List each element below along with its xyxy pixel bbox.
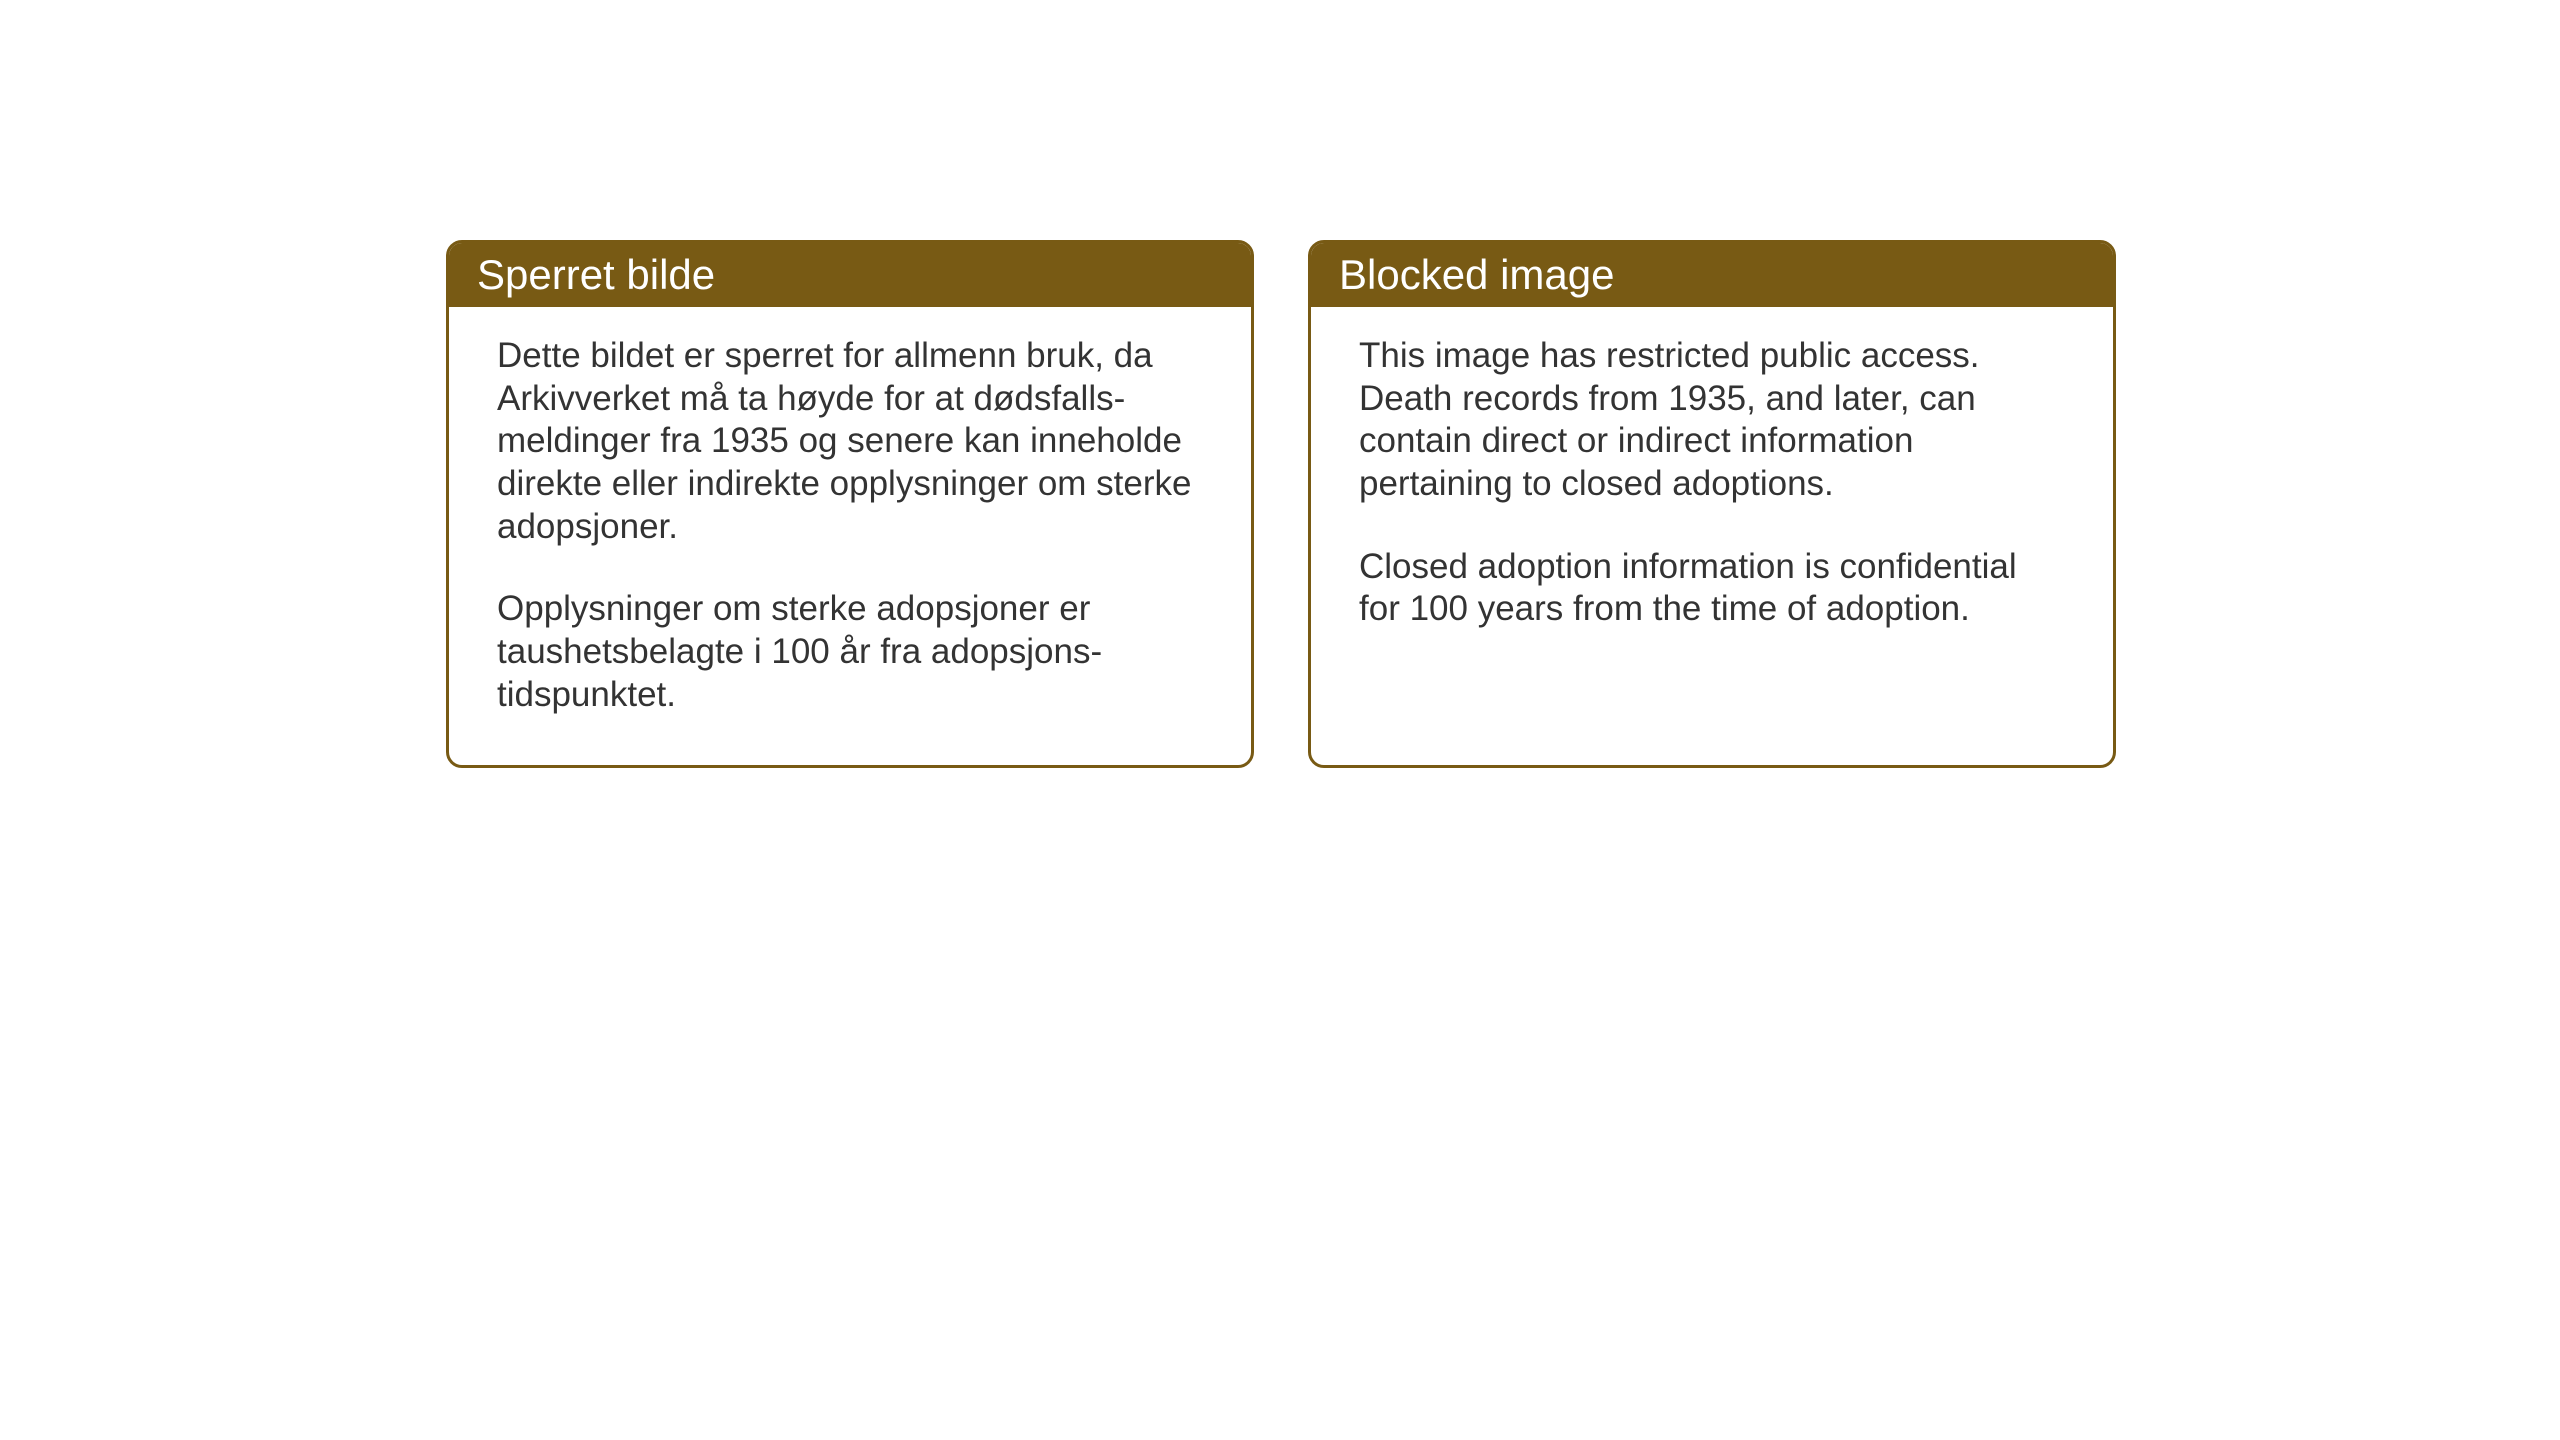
english-paragraph-1: This image has restricted public access.…: [1359, 335, 2065, 506]
norwegian-paragraph-2: Opplysninger om sterke adopsjoner er tau…: [497, 588, 1203, 716]
english-card-title: Blocked image: [1311, 243, 2113, 307]
english-notice-card: Blocked image This image has restricted …: [1308, 240, 2116, 768]
english-paragraph-2: Closed adoption information is confident…: [1359, 546, 2065, 631]
norwegian-card-title: Sperret bilde: [449, 243, 1251, 307]
norwegian-card-body: Dette bildet er sperret for allmenn bruk…: [449, 307, 1251, 765]
english-card-body: This image has restricted public access.…: [1311, 307, 2113, 705]
notice-container: Sperret bilde Dette bildet er sperret fo…: [446, 240, 2116, 768]
norwegian-notice-card: Sperret bilde Dette bildet er sperret fo…: [446, 240, 1254, 768]
norwegian-paragraph-1: Dette bildet er sperret for allmenn bruk…: [497, 335, 1203, 548]
